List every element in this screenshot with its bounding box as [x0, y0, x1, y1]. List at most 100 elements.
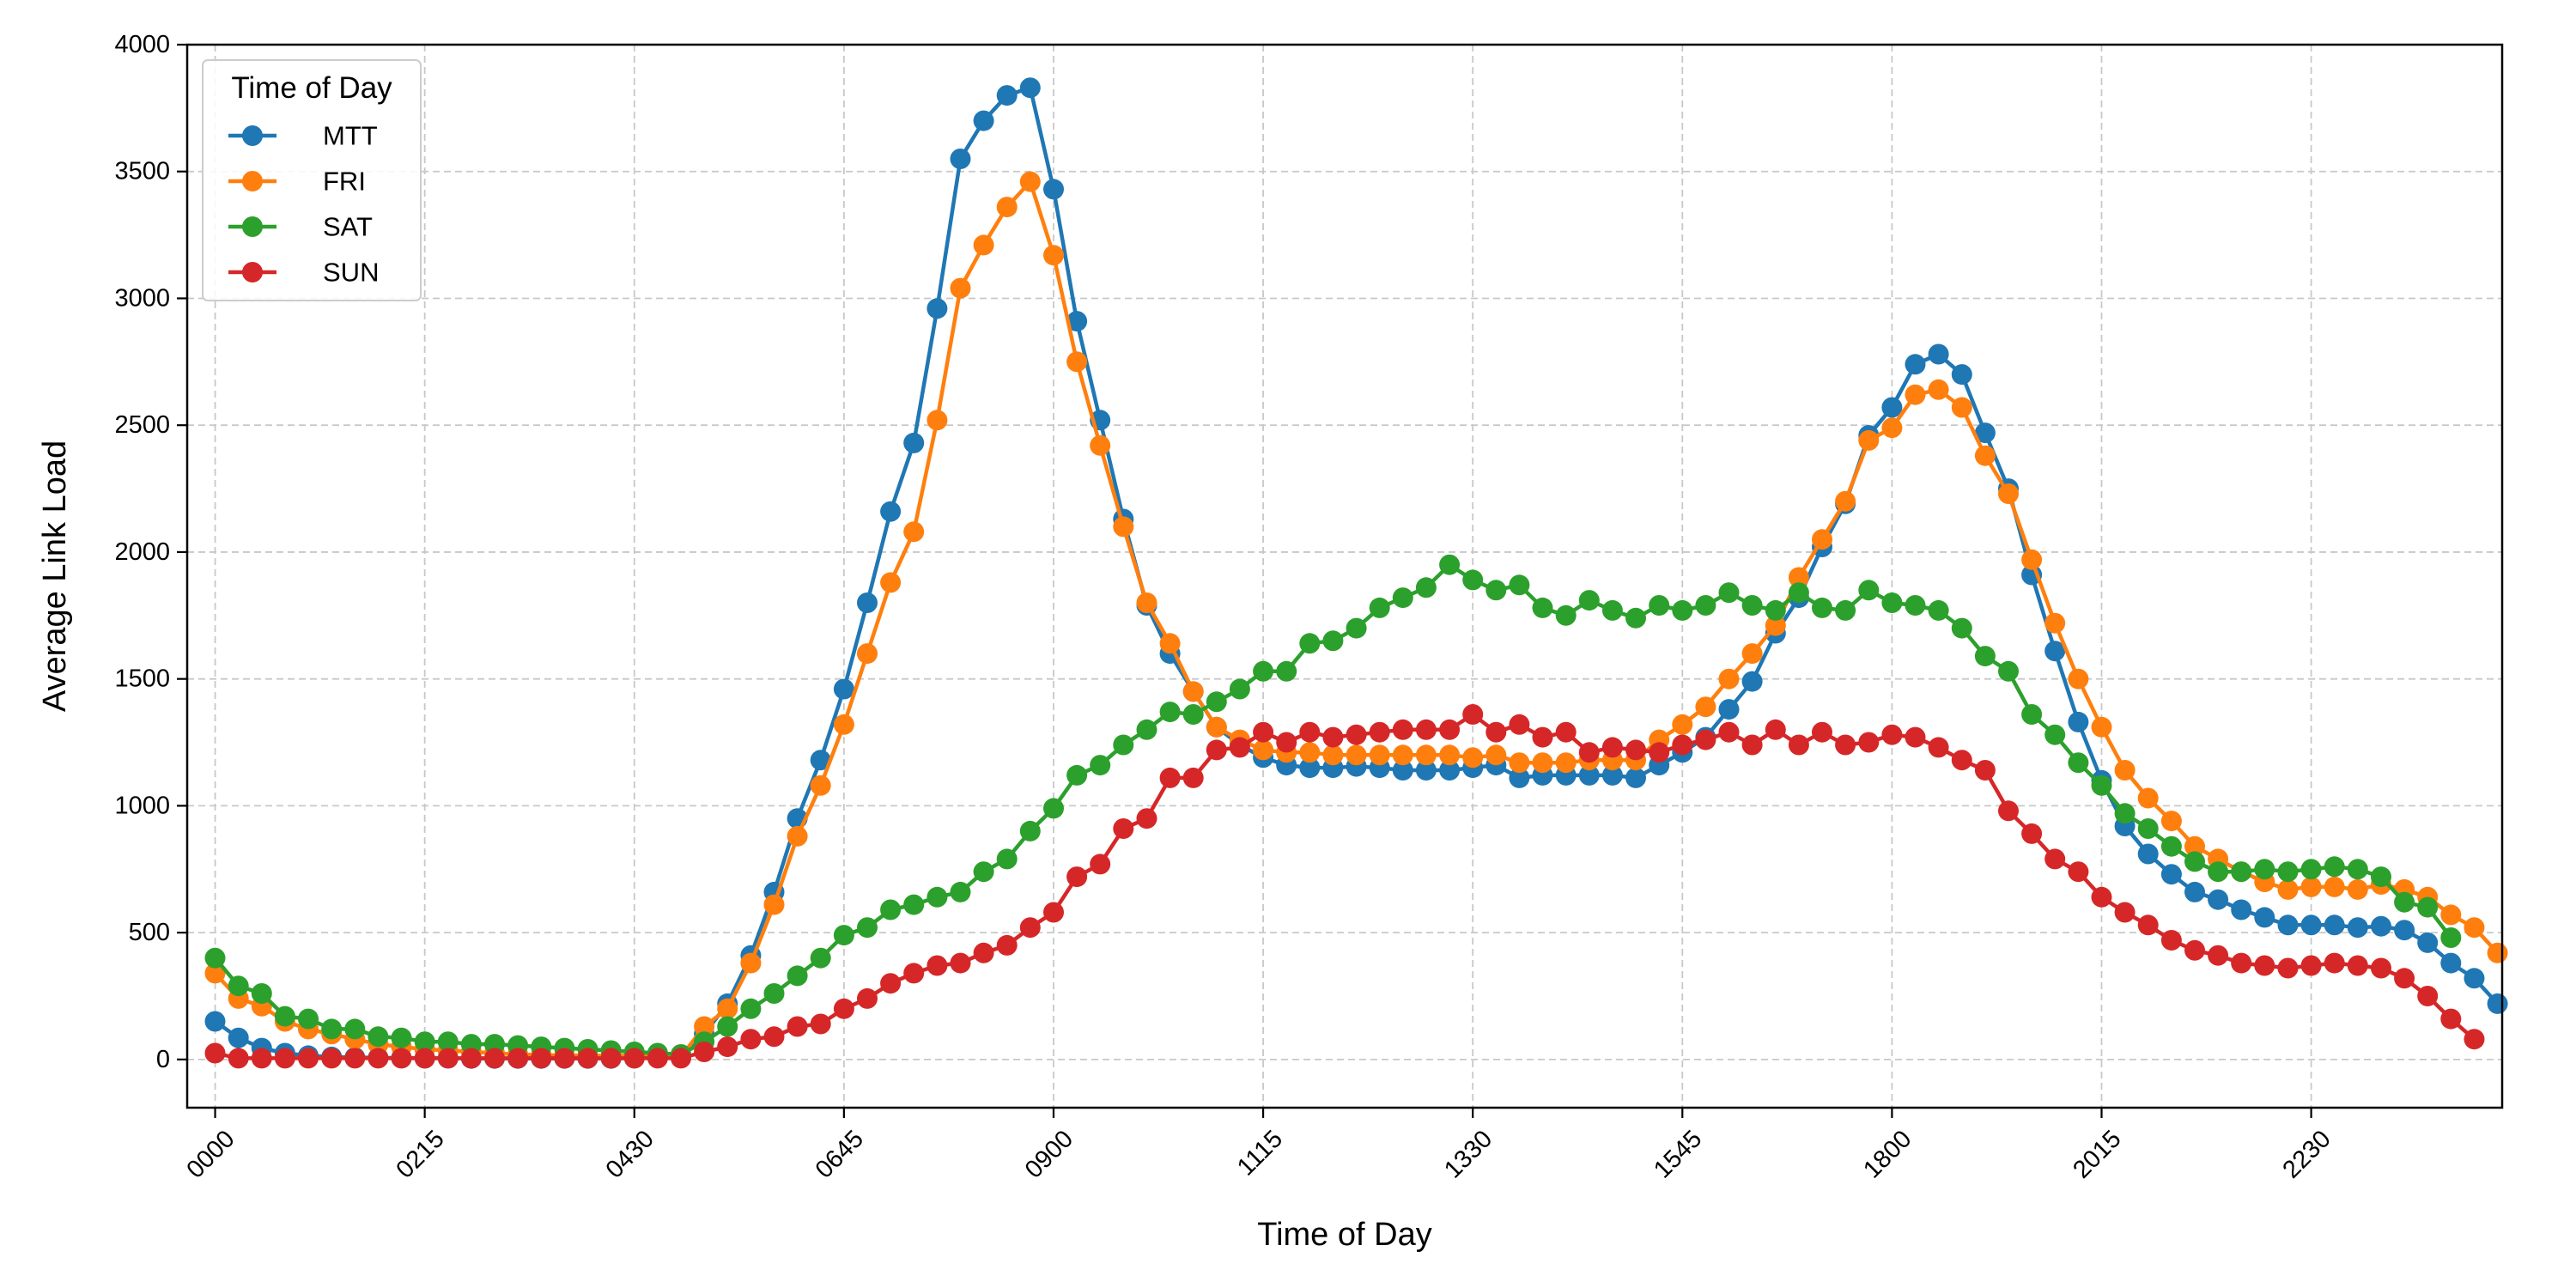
- data-point-fri: [2044, 612, 2066, 634]
- data-point-fri: [1322, 744, 1344, 766]
- data-point-sat: [2324, 856, 2345, 878]
- data-point-fri: [1066, 351, 1088, 373]
- legend-item-sat: SAT: [228, 212, 373, 242]
- data-point-sun: [1625, 739, 1646, 761]
- data-point-fri: [1415, 744, 1437, 766]
- data-point-mtt: [2464, 968, 2485, 989]
- x-tick-label: 0215: [391, 1125, 449, 1183]
- legend-label: SAT: [323, 212, 373, 242]
- y-tick-label: 3500: [114, 158, 170, 185]
- data-point-fri: [1741, 643, 1763, 665]
- data-point-fri: [2137, 787, 2159, 809]
- data-point-sun: [647, 1048, 668, 1069]
- data-point-sun: [2324, 952, 2345, 974]
- data-point-sun: [1182, 767, 1204, 788]
- data-point-sun: [484, 1048, 505, 1069]
- data-point-sun: [1253, 721, 1274, 743]
- data-point-sat: [996, 848, 1018, 870]
- x-tick-label: 2230: [2277, 1125, 2336, 1183]
- data-point-sat: [1206, 691, 1227, 713]
- data-point-sun: [1276, 732, 1297, 753]
- data-point-sat: [1299, 633, 1321, 654]
- data-point-sun: [414, 1048, 435, 1069]
- data-point-sat: [251, 983, 272, 1004]
- data-point-sun: [554, 1048, 575, 1069]
- data-point-mtt: [204, 1011, 226, 1032]
- data-point-sun: [1905, 726, 1926, 748]
- data-point-sun: [1858, 732, 1880, 753]
- data-point-fri: [1928, 379, 1949, 400]
- data-point-sat: [1695, 595, 1716, 616]
- data-point-sat: [1090, 755, 1111, 776]
- data-point-fri: [1253, 739, 1274, 761]
- data-point-sun: [1509, 714, 1530, 735]
- data-point-sun: [1741, 734, 1763, 756]
- data-point-sun: [880, 973, 902, 994]
- data-point-sun: [368, 1048, 389, 1069]
- data-point-mtt: [1951, 364, 1972, 386]
- data-point-fri: [1555, 752, 1577, 774]
- data-point-sun: [344, 1048, 366, 1069]
- data-point-sat: [2208, 861, 2229, 883]
- data-point-sat: [1601, 599, 1623, 621]
- data-point-fri: [1182, 681, 1204, 702]
- data-point-sat: [1835, 599, 1856, 621]
- data-point-sat: [437, 1031, 459, 1053]
- data-point-sun: [2371, 957, 2391, 979]
- data-point-sun: [1555, 721, 1577, 743]
- legend-marker: [242, 171, 263, 191]
- data-point-mtt: [857, 592, 878, 613]
- legend-item-fri: FRI: [228, 167, 366, 197]
- data-point-sat: [880, 899, 902, 920]
- data-point-sat: [1765, 599, 1786, 621]
- data-point-sat: [2160, 835, 2182, 857]
- data-point-sat: [717, 1016, 738, 1037]
- legend-label: SUN: [323, 258, 379, 288]
- data-point-sat: [1253, 660, 1274, 682]
- data-point-sun: [460, 1048, 482, 1069]
- data-point-sun: [2394, 968, 2415, 989]
- data-point-sun: [2347, 955, 2368, 976]
- legend-box: [202, 59, 422, 301]
- data-point-sun: [740, 1029, 762, 1050]
- data-point-sun: [833, 998, 854, 1019]
- data-point-mtt: [1625, 767, 1646, 788]
- data-point-mtt: [2160, 864, 2182, 885]
- legend: Time of Day MTT FRI SAT SUN: [202, 59, 422, 301]
- data-point-sat: [1974, 646, 1996, 667]
- data-point-sat: [1509, 574, 1530, 596]
- data-point-fri: [740, 952, 762, 974]
- data-point-sun: [507, 1048, 529, 1069]
- legend-title: Time of Day: [231, 71, 392, 105]
- data-point-sun: [2231, 952, 2252, 974]
- data-point-sat: [1741, 595, 1763, 616]
- series-sat: [204, 554, 2462, 1065]
- data-point-mtt: [2254, 907, 2275, 928]
- x-tick-label: 0000: [181, 1125, 240, 1183]
- data-point-sat: [1019, 820, 1041, 841]
- data-point-mtt: [1415, 760, 1437, 781]
- data-point-sat: [1905, 595, 1926, 616]
- data-point-sat: [1159, 702, 1181, 723]
- data-point-sat: [1998, 660, 2019, 682]
- data-point-sun: [251, 1048, 272, 1069]
- data-point-sat: [787, 965, 808, 987]
- data-point-sun: [1881, 724, 1903, 745]
- data-point-fri: [950, 277, 971, 299]
- data-point-fri: [1974, 445, 1996, 466]
- plot-frame: [185, 43, 2504, 1109]
- legend-label: MTT: [323, 121, 378, 151]
- data-point-fri: [1998, 483, 2019, 504]
- series-mtt: [204, 77, 2508, 1069]
- data-point-mtt: [2044, 641, 2066, 662]
- data-point-mtt: [2137, 843, 2159, 865]
- data-point-mtt: [880, 501, 902, 522]
- data-point-sat: [1229, 678, 1250, 700]
- data-point-sat: [2394, 891, 2415, 913]
- data-point-sat: [2114, 803, 2136, 824]
- data-point-sat: [1369, 597, 1390, 618]
- data-point-sat: [1881, 592, 1903, 613]
- data-point-sat: [1812, 597, 1832, 618]
- data-point-mtt: [2208, 889, 2229, 910]
- data-point-sun: [1113, 818, 1134, 839]
